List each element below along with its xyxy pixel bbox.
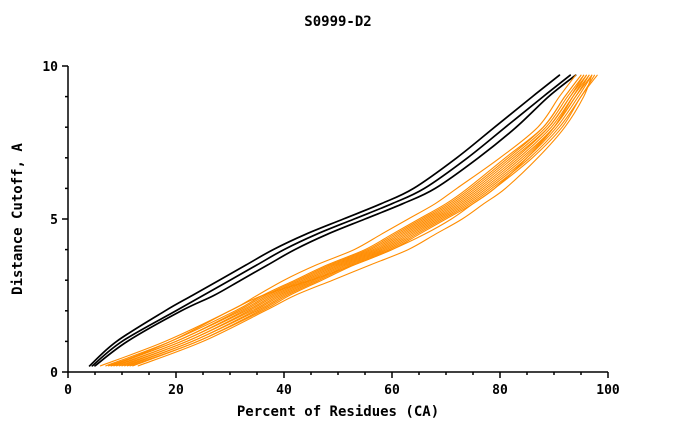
chart-title: S0999-D2 — [304, 14, 371, 30]
x-tick-label: 100 — [596, 383, 620, 398]
y-tick-label: 5 — [50, 213, 58, 228]
series-line-black-3 — [94, 74, 577, 367]
series-line-orange-13 — [137, 74, 593, 367]
series-group — [88, 74, 598, 367]
series-line-orange-7 — [118, 74, 590, 367]
series-line-orange-6 — [116, 74, 587, 367]
series-line-black-1 — [88, 74, 561, 367]
x-axis-label: Percent of Residues (CA) — [237, 404, 439, 420]
x-tick-label: 0 — [64, 383, 72, 398]
series-line-black-2 — [91, 74, 572, 367]
y-tick-label: 10 — [42, 60, 58, 75]
series-line-orange-2 — [105, 74, 582, 367]
y-tick-label: 0 — [50, 366, 58, 381]
axes-group: 0 20 40 60 80 100 0 5 10 — [42, 60, 620, 398]
series-line-orange-14 — [110, 74, 587, 367]
series-line-orange-8 — [121, 74, 590, 367]
x-tick-label: 20 — [168, 383, 184, 398]
y-axis-label: Distance Cutoff, A — [10, 143, 26, 295]
x-tick-label: 80 — [492, 383, 508, 398]
series-line-orange-3 — [107, 74, 582, 367]
series-line-orange-10 — [126, 74, 593, 367]
series-line-orange-4 — [110, 74, 585, 367]
x-tick-label: 40 — [276, 383, 292, 398]
series-line-orange-11 — [129, 74, 596, 367]
x-tick-label: 60 — [384, 383, 400, 398]
series-line-orange-9 — [124, 74, 593, 367]
series-line-orange-12 — [132, 74, 598, 367]
